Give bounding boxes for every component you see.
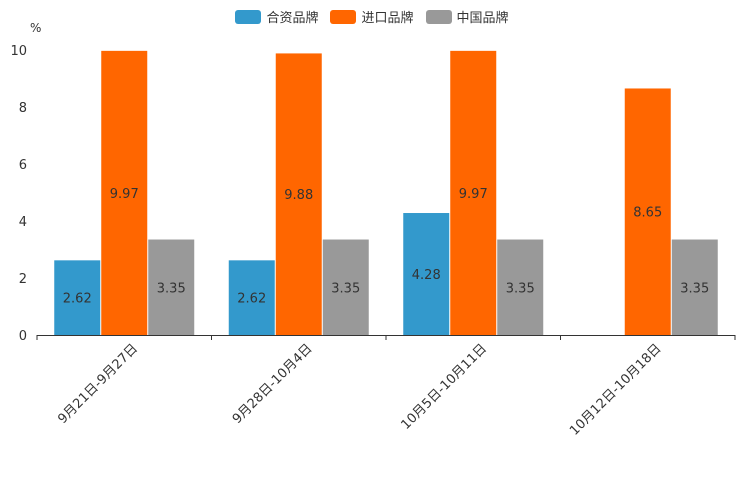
data-label: 9.88 [284,188,313,203]
bar[interactable] [228,260,275,335]
bar[interactable] [497,239,544,335]
legend-swatch [235,9,262,24]
bar[interactable] [275,53,322,336]
data-label: 3.35 [506,281,535,296]
bar[interactable] [322,239,369,335]
legend-swatch [425,9,452,24]
bar[interactable] [403,213,450,335]
y-axis-unit-label: % [30,21,42,35]
data-label: 3.35 [157,281,186,296]
bar[interactable] [450,50,497,335]
legend-swatch [330,9,357,24]
legend-item-jv-brands[interactable]: 合资品牌 [235,7,318,26]
y-tick-label: 6 [19,158,27,173]
y-tick-label: 2 [19,272,27,287]
data-label: 2.62 [237,292,266,307]
legend-item-imported-brands[interactable]: 进口品牌 [330,7,414,26]
y-tick-label: 0 [19,329,27,344]
y-tick-label: 10 [10,44,27,59]
data-label: 9.97 [459,187,488,202]
legend-item-chinese-brands[interactable]: 中国品牌 [425,7,509,26]
bar[interactable] [671,239,718,335]
bar[interactable] [101,50,148,335]
data-label: 4.28 [412,268,441,283]
data-label: 3.35 [331,281,360,296]
data-label: 9.97 [110,187,139,202]
data-label: 2.62 [63,292,92,307]
x-tick-label: 9月28日-10月4日 [230,341,316,427]
bar[interactable] [54,260,101,335]
bar[interactable] [624,88,671,335]
y-tick-label: 4 [19,215,27,230]
data-label: 8.65 [633,206,662,221]
legend-label: 合资品牌 [266,11,319,26]
legend: 合资品牌 进口品牌 中国品牌 [0,7,744,26]
legend-label: 中国品牌 [456,11,509,26]
x-tick-label: 9月21日-9月27日 [55,341,141,427]
bar[interactable] [148,239,195,335]
data-label: 3.35 [680,281,709,296]
x-tick-label: 10月5日-10月11日 [398,341,490,433]
y-tick-label: 8 [19,101,27,116]
x-tick-label: 10月12日-10月18日 [567,341,664,438]
legend-label: 进口品牌 [361,11,414,26]
